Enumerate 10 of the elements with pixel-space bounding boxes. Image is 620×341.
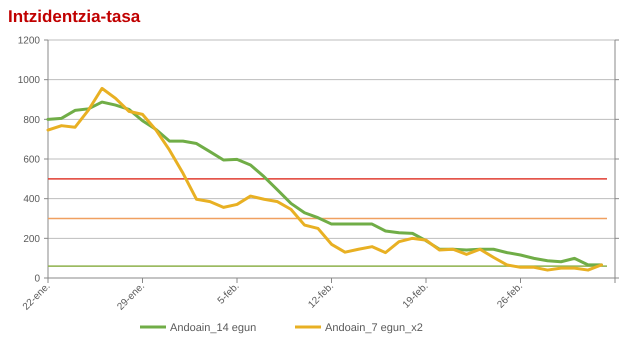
- y-tick-label: 1000: [18, 75, 40, 86]
- y-tick-label: 1200: [18, 36, 40, 46]
- legend-label: Andoain_14 egun: [170, 322, 256, 334]
- chart-title: Intzidentzia-tasa: [8, 7, 141, 26]
- y-tick-label: 800: [23, 114, 40, 126]
- y-tick-label: 200: [23, 234, 40, 245]
- y-tick-label: 600: [23, 154, 40, 166]
- y-tick-label: 0: [34, 274, 40, 284]
- y-tick-label: 400: [23, 194, 40, 206]
- legend-label: Andoain_7 egun_x2: [325, 322, 423, 334]
